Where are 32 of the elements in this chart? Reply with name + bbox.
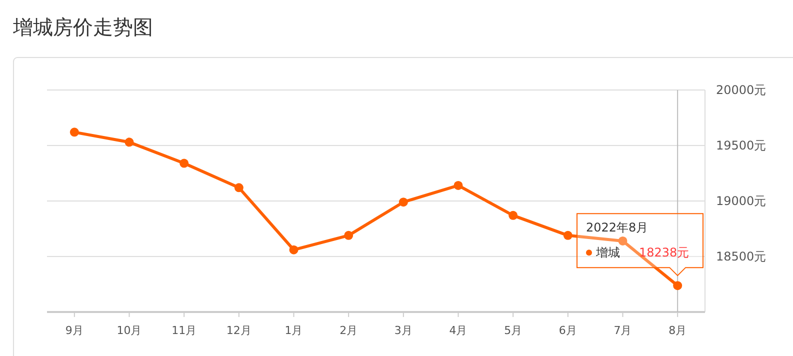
x-tick-label: 9月 (65, 324, 84, 337)
x-tick-label: 6月 (558, 324, 577, 337)
legend-label: 增城 (595, 246, 620, 260)
point (124, 138, 134, 147)
point (398, 198, 408, 207)
point (673, 281, 682, 290)
point (344, 230, 354, 240)
x-tick-label: 11月 (172, 324, 197, 337)
x-tick-label: 1月 (284, 324, 303, 337)
x-tick-label: 4月 (449, 324, 468, 337)
y-tick-label: 18500元 (716, 250, 766, 264)
x-tick-label: 12月 (226, 324, 252, 337)
point (70, 128, 79, 137)
x-tick-label: 2月 (340, 324, 358, 337)
point (234, 183, 244, 192)
y-tick-label: 19500元 (716, 138, 766, 152)
x-tick-label: 3月 (394, 324, 412, 337)
y-tick-label: 20000元 (716, 83, 766, 97)
point (180, 158, 189, 168)
x-tick-label: 8月 (668, 324, 687, 337)
data-label: 18238元 (639, 246, 690, 260)
point (508, 210, 518, 220)
annotation: 2022年8月 (586, 220, 648, 235)
chart-title: 增城房价走势图 (12, 15, 153, 39)
point (563, 230, 572, 240)
y-tick-label: 19000元 (716, 194, 766, 208)
x-tick-label: 5月 (504, 324, 522, 337)
point (454, 180, 463, 190)
point (618, 236, 628, 246)
point (289, 245, 298, 254)
x-tick-label: 7月 (614, 324, 632, 337)
x-tick-label: 10月 (116, 324, 142, 337)
